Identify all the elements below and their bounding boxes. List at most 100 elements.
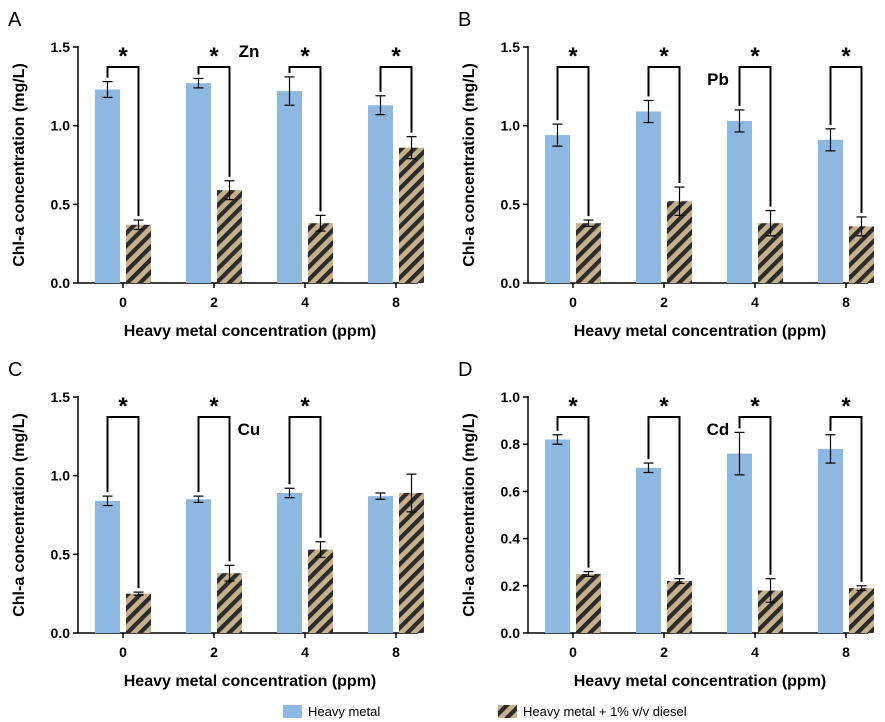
x-tick-label: 8 [392,294,400,310]
bar-heavy-metal [277,91,302,283]
bar-heavy-metal-diesel [576,223,601,283]
bar-heavy-metal-diesel [308,223,333,283]
bar-heavy-metal-diesel [399,147,424,283]
x-tick-label: 2 [210,294,218,310]
panel-letter: A [8,9,22,31]
panel-letter: B [458,9,471,31]
x-tick-label: 4 [301,644,309,660]
y-axis-label: Chl-a concentration (mg/L) [461,413,478,617]
metal-title: Pb [707,70,729,89]
y-tick-label: 1.0 [51,118,71,134]
metal-title: Zn [239,42,260,61]
bar-heavy-metal [727,120,752,284]
bar-heavy-metal-diesel [576,574,601,633]
panel-letter: D [458,359,472,381]
x-axis-label: Heavy metal concentration (ppm) [574,323,827,340]
significance-star: * [209,43,219,70]
y-axis-label: Chl-a concentration (mg/L) [11,413,28,617]
significance-bracket [556,66,590,217]
x-tick-label: 4 [751,644,759,660]
significance-bracket [556,416,590,568]
significance-star: * [300,393,310,420]
significance-bracket [647,66,681,184]
bar-heavy-metal [636,111,661,283]
y-tick-label: 0.4 [501,531,521,547]
significance-bracket [288,416,322,538]
x-axis-label: Heavy metal concentration (ppm) [124,323,377,340]
bar-heavy-metal [95,89,120,283]
bar-heavy-metal [545,439,570,633]
x-tick-label: 4 [751,294,759,310]
y-tick-label: 1.5 [501,39,521,55]
y-tick-label: 0.6 [501,483,521,499]
significance-bracket [197,66,231,177]
significance-bracket [288,66,322,212]
y-tick-label: 1.0 [51,468,71,484]
significance-star: * [841,393,851,420]
significance-bracket [738,66,772,207]
significance-star: * [568,43,578,70]
chart-panel-d: D 0.0 0.2 0.4 0.6 0.8 1.0 Chl-a concentration (… [458,359,874,690]
significance-star: * [568,393,578,420]
y-tick-label: 0.2 [501,578,521,594]
y-tick-label: 1.5 [51,389,71,405]
x-tick-label: 8 [842,644,850,660]
significance-bracket [197,416,231,562]
y-tick-label: 1.0 [501,389,521,405]
bar-heavy-metal-diesel [126,224,151,283]
y-tick-label: 1.5 [51,39,71,55]
x-axis-label: Heavy metal concentration (ppm) [574,673,827,690]
y-tick-label: 0.0 [501,625,521,641]
x-tick-label: 8 [842,294,850,310]
y-tick-label: 0.0 [51,275,71,291]
bar-heavy-metal [818,448,843,633]
significance-star: * [750,43,760,70]
y-axis-label: Chl-a concentration (mg/L) [11,63,28,267]
x-tick-label: 0 [119,644,127,660]
y-tick-label: 0.5 [501,196,521,212]
panel-letter: C [8,359,22,381]
significance-star: * [659,393,669,420]
bar-heavy-metal-diesel [667,581,692,633]
significance-star: * [391,43,401,70]
bar-heavy-metal-diesel [126,593,151,633]
significance-bracket [829,66,863,213]
x-tick-label: 0 [569,644,577,660]
bar-heavy-metal-diesel [399,492,424,633]
y-tick-label: 0.0 [51,625,71,641]
x-tick-label: 2 [660,644,668,660]
bar-heavy-metal-diesel [217,190,242,283]
y-tick-label: 0.8 [501,436,521,452]
legend-label: Heavy metal + 1% v/v diesel [523,704,687,719]
y-axis-label: Chl-a concentration (mg/L) [461,63,478,267]
significance-bracket [106,66,140,217]
bar-heavy-metal [277,492,302,633]
significance-bracket [106,416,140,589]
metal-title: Cd [707,420,730,439]
bar-heavy-metal [368,496,393,633]
bar-heavy-metal [727,453,752,633]
bar-heavy-metal [95,500,120,633]
y-tick-label: 0.5 [51,196,71,212]
y-tick-label: 0.5 [51,546,71,562]
metal-title: Cu [238,420,261,439]
significance-star: * [300,43,310,70]
significance-bracket [829,416,863,582]
bar-heavy-metal [636,467,661,633]
y-tick-label: 1.0 [501,118,521,134]
x-tick-label: 8 [392,644,400,660]
bar-heavy-metal [368,105,393,283]
bar-heavy-metal [186,499,211,633]
significance-star: * [841,43,851,70]
bar-heavy-metal-diesel [849,588,874,633]
x-axis-label: Heavy metal concentration (ppm) [124,673,377,690]
significance-star: * [118,43,128,70]
bar-heavy-metal [818,139,843,283]
bar-heavy-metal [545,135,570,283]
x-tick-label: 0 [569,294,577,310]
chart-panel-b: B 0.0 0.5 1.0 1.5 Chl-a concentration (mg/L) H… [458,9,874,340]
legend: Heavy metal Heavy metal + 1% v/v diesel [283,704,687,719]
bar-heavy-metal-diesel [308,549,333,633]
legend-swatch-heavy-metal [283,705,302,718]
